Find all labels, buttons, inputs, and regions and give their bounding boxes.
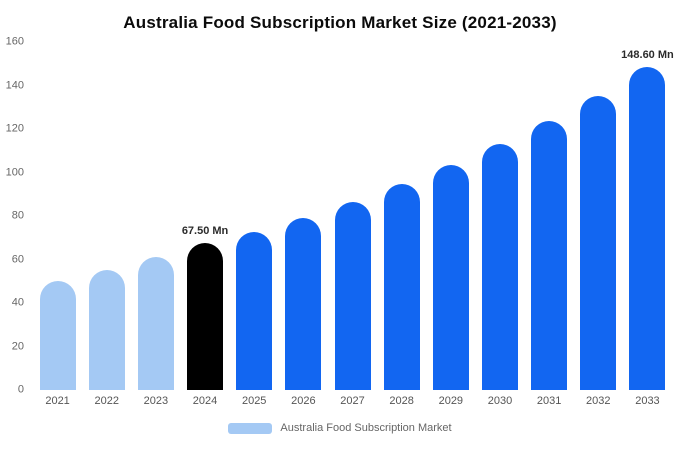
y-axis-label-160: 160 bbox=[5, 35, 24, 48]
x-axis-label-2031: 2031 bbox=[536, 395, 562, 407]
x-axis-label-2032: 2032 bbox=[586, 395, 611, 407]
y-axis-label-60: 60 bbox=[11, 253, 24, 265]
y-axis-label-140: 140 bbox=[5, 79, 24, 91]
bar-column-2033: 148.60 Mn bbox=[621, 42, 674, 390]
y-axis-label-0: 0 bbox=[17, 383, 24, 396]
bar-2028[interactable] bbox=[383, 184, 420, 390]
chart-title: Australia Food Subscription Market Size … bbox=[123, 13, 557, 32]
x-axis-label-2029: 2029 bbox=[438, 395, 464, 407]
bar-2024[interactable] bbox=[187, 243, 224, 390]
plot-area: 67.50 Mn 148.60 Mn bbox=[33, 42, 674, 390]
bar-column-2023 bbox=[131, 42, 180, 390]
bar-column-2026 bbox=[279, 42, 328, 390]
legend-label: Australia Food Subscription Market bbox=[280, 422, 452, 434]
x-axis-label-2024: 2024 bbox=[192, 395, 218, 407]
bar-2021[interactable] bbox=[39, 281, 76, 390]
x-axis-label-2023: 2023 bbox=[143, 395, 169, 407]
bar-column-2030 bbox=[475, 42, 524, 390]
y-axis-label-40: 40 bbox=[11, 296, 24, 309]
bar-2022[interactable] bbox=[88, 270, 125, 390]
x-axis-label-2021: 2021 bbox=[45, 395, 70, 407]
x-axis: 2021 2022 2023 2024 2025 2026 2027 2028 2029 2030… bbox=[0, 395, 680, 407]
x-axis-label-2022: 2022 bbox=[94, 395, 119, 407]
bar-column-2031 bbox=[525, 42, 574, 390]
bar-column-2028 bbox=[377, 42, 426, 390]
x-axis-label-2026: 2026 bbox=[291, 395, 316, 407]
legend-item[interactable]: Australia Food Subscription Market bbox=[0, 422, 680, 434]
data-label-2033: 148.60 Mn bbox=[621, 48, 674, 61]
y-axis-label-120: 120 bbox=[5, 122, 24, 135]
x-axis-label-2027: 2027 bbox=[340, 395, 365, 407]
bar-column-2022 bbox=[82, 42, 131, 390]
bar-2026[interactable] bbox=[285, 218, 322, 390]
bar-column-2025 bbox=[230, 42, 279, 390]
bar-chart: 0 20 40 60 80 100 120 140 160 67.50 Mn 148.60 Mn bbox=[0, 36, 680, 395]
y-axis: 0 20 40 60 80 100 120 140 160 bbox=[0, 36, 28, 395]
bar-column-2021 bbox=[33, 42, 82, 390]
y-axis-label-80: 80 bbox=[11, 209, 24, 222]
bar-column-2032 bbox=[574, 42, 623, 390]
bar-2029[interactable] bbox=[432, 164, 469, 390]
bar-2025[interactable] bbox=[236, 232, 273, 390]
x-axis-label-2030: 2030 bbox=[487, 395, 513, 407]
bar-2033[interactable] bbox=[629, 66, 666, 390]
legend-swatch bbox=[228, 422, 273, 434]
x-axis-label-2028: 2028 bbox=[389, 395, 414, 407]
bar-column-2024: 67.50 Mn bbox=[180, 42, 229, 390]
bar-2030[interactable] bbox=[481, 144, 518, 390]
y-axis-label-100: 100 bbox=[5, 166, 24, 178]
x-axis-label-2033: 2033 bbox=[635, 395, 660, 407]
bar-column-2029 bbox=[426, 42, 475, 390]
bar-column-2027 bbox=[328, 42, 377, 390]
bar-2032[interactable] bbox=[580, 96, 617, 390]
bar-2031[interactable] bbox=[531, 121, 568, 390]
bar-2027[interactable] bbox=[334, 201, 371, 390]
y-axis-label-20: 20 bbox=[11, 340, 24, 352]
x-axis-label-2025: 2025 bbox=[241, 395, 267, 407]
data-label-2024: 67.50 Mn bbox=[181, 225, 229, 238]
bar-2023[interactable] bbox=[137, 257, 174, 390]
